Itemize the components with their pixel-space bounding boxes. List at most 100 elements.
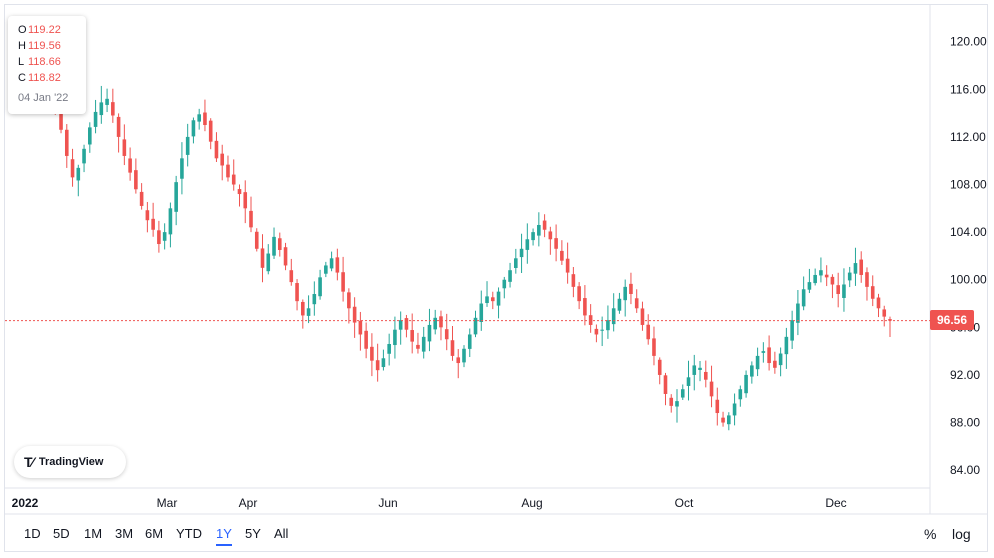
candle-body [870,286,875,299]
range-5d-button[interactable]: 5D [53,526,70,541]
ohlc-legend: O119.22 H 119.56 L 118.66 C 118.82 04 Jan '… [8,16,86,114]
range-1m-button[interactable]: 1M [84,526,103,541]
candle-body [755,355,760,370]
candle-body [421,336,426,352]
candle-body [93,111,98,127]
candle-body [64,129,69,156]
candle-body [393,329,397,346]
candle-body [623,286,627,301]
candle-body [796,303,800,323]
candle-body [139,191,144,206]
candle-body [122,139,127,156]
candle-body [773,360,777,368]
candle-body [761,351,766,353]
range-all-button[interactable]: All [274,526,289,541]
tradingview-logo[interactable]: T⁄ TradingView [14,446,126,478]
candle-body [398,320,403,330]
candle-body [151,218,155,230]
x-tick-label: Aug [521,496,542,510]
candle-body [600,329,604,331]
candle-body [853,263,858,274]
candle-body [162,232,167,241]
x-tick-label: Mar [157,496,178,510]
candle-body [203,112,207,126]
candle-body [519,248,524,258]
range-1y-button[interactable]: 1Y [216,526,232,546]
candle-body [473,317,478,335]
candle-body [220,153,225,166]
candle-body [490,297,495,302]
candle-body [185,136,190,155]
current-price-tag: 96.56 [930,310,974,330]
candle-body [738,389,743,400]
time-axis: 2022 Mar Apr Jun Aug Oct Dec [12,496,847,510]
x-tick-label: Oct [675,496,694,510]
candle-body [508,270,512,282]
candle-body [347,292,351,309]
candle-body [249,210,253,228]
candle-body [640,308,645,325]
candle-body [744,374,748,394]
candle-body [358,320,363,335]
candle-body [629,283,633,295]
range-3m-button[interactable]: 3M [115,526,134,541]
candle-body [88,127,92,145]
candle-body [680,389,685,398]
range-ytd-button[interactable]: YTD [176,526,202,541]
candle-body [876,297,881,309]
candle-body [888,319,892,321]
candle-body [865,272,869,287]
candle-body [231,174,236,185]
candle-body [416,344,420,349]
y-tick-label: 120.00 [950,35,987,49]
candle-body [197,114,201,122]
candle-body [807,282,812,290]
candle-body [456,357,461,364]
candle-body [548,231,553,240]
candle-body [709,381,714,397]
close-value: 118.82 [28,72,61,84]
range-1d-button[interactable]: 1D [24,526,41,541]
candle-body [295,283,299,302]
candle-body [329,258,334,269]
high-label: H [18,40,26,52]
range-5y-button[interactable]: 5Y [245,526,261,541]
tradingview-logo-text: TradingView [38,456,104,468]
candle-body [663,375,668,394]
candle-body [485,296,489,304]
y-tick-label: 84.00 [950,463,980,477]
candle-body [767,347,771,364]
candle-body [70,159,75,178]
candle-body [370,346,374,361]
candle-body [778,353,783,366]
candle-body [824,274,829,278]
candle-body [266,253,271,272]
candle-body [324,265,328,274]
log-scale-toggle[interactable]: log [952,526,971,542]
candle-body [560,250,564,261]
range-6m-button[interactable]: 6M [145,526,164,541]
candle-body [588,315,593,325]
candle-body [721,417,725,423]
candle-body [577,286,581,302]
candle-body [168,208,173,235]
candle-body [479,303,484,322]
candle-body [439,316,443,328]
bottom-toolbar: 1D 5D 1M 3M 6M YTD 1Y 5Y All % log [0,517,994,553]
candle-body [583,298,587,316]
candle-body [180,158,184,179]
candle-body [882,309,887,317]
candle-body [813,274,817,284]
candle-body [531,232,535,241]
candle-body [675,401,679,407]
candle-body [312,294,317,305]
x-tick-label: Jun [378,496,397,510]
candle-body [819,270,823,276]
y-tick-label: 88.00 [950,416,980,430]
y-tick-label: 100.00 [950,273,987,287]
percent-scale-toggle[interactable]: % [924,526,937,542]
candle-body [243,192,248,209]
ohlc-date: 04 Jan '22 [18,92,69,104]
candle-body [214,140,219,159]
